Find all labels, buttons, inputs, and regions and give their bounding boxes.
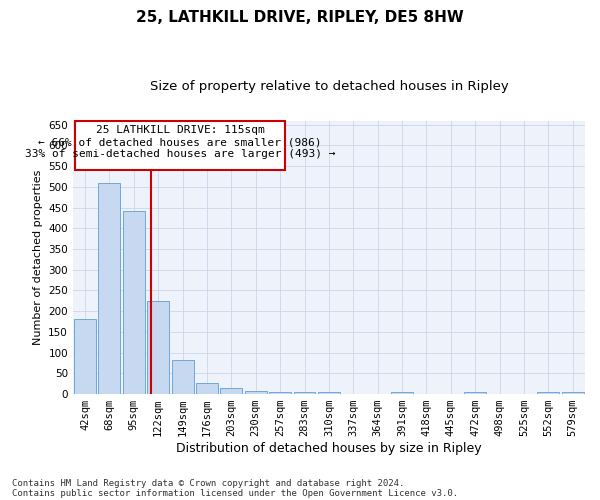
- Bar: [464, 392, 486, 394]
- Text: 25, LATHKILL DRIVE, RIPLEY, DE5 8HW: 25, LATHKILL DRIVE, RIPLEY, DE5 8HW: [136, 10, 464, 25]
- Bar: [74, 320, 96, 394]
- Bar: [562, 392, 584, 394]
- Bar: [293, 392, 316, 394]
- Bar: [196, 383, 218, 394]
- Bar: [391, 392, 413, 394]
- X-axis label: Distribution of detached houses by size in Ripley: Distribution of detached houses by size …: [176, 442, 482, 455]
- Text: ← 66% of detached houses are smaller (986): ← 66% of detached houses are smaller (98…: [38, 137, 322, 147]
- Bar: [220, 388, 242, 394]
- Text: 25 LATHKILL DRIVE: 115sqm: 25 LATHKILL DRIVE: 115sqm: [96, 124, 265, 134]
- Bar: [538, 392, 559, 394]
- Y-axis label: Number of detached properties: Number of detached properties: [32, 170, 43, 345]
- FancyBboxPatch shape: [75, 120, 285, 170]
- Bar: [123, 211, 145, 394]
- Title: Size of property relative to detached houses in Ripley: Size of property relative to detached ho…: [149, 80, 508, 93]
- Bar: [98, 182, 121, 394]
- Text: Contains HM Land Registry data © Crown copyright and database right 2024.: Contains HM Land Registry data © Crown c…: [12, 478, 404, 488]
- Bar: [318, 392, 340, 394]
- Text: 33% of semi-detached houses are larger (493) →: 33% of semi-detached houses are larger (…: [25, 149, 335, 159]
- Bar: [269, 392, 291, 394]
- Bar: [172, 360, 194, 394]
- Bar: [147, 301, 169, 394]
- Bar: [245, 391, 267, 394]
- Text: Contains public sector information licensed under the Open Government Licence v3: Contains public sector information licen…: [12, 488, 458, 498]
